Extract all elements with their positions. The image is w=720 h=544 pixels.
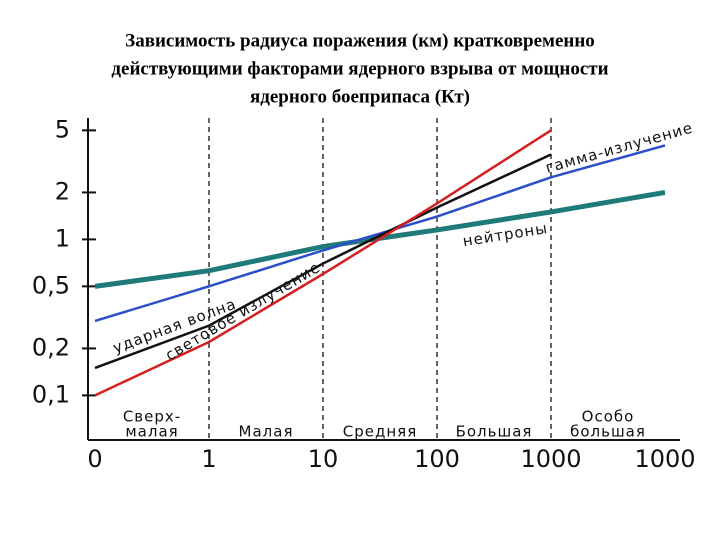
x-tick-label: 1000 <box>520 445 581 473</box>
band-label: Особо <box>582 408 635 426</box>
series-line <box>94 129 552 397</box>
x-tick-label: 1000 <box>634 445 695 473</box>
band-label: малая <box>125 423 178 441</box>
band-label: большая <box>570 423 646 441</box>
x-tick-label: 10 <box>308 445 339 473</box>
y-tick-label: 0,2 <box>32 333 70 361</box>
y-tick-label: 1 <box>55 224 70 252</box>
line-label: гамма-излучение <box>543 119 695 177</box>
y-tick-label: 0,1 <box>32 380 70 408</box>
y-tick-label: 0,5 <box>32 271 70 299</box>
y-tick-label: 5 <box>55 115 70 143</box>
x-tick-label: 0 <box>87 445 102 473</box>
x-tick-label: 1 <box>201 445 216 473</box>
chart-title: действующими факторами ядерного взрыва о… <box>111 58 608 79</box>
band-label: Большая <box>456 423 533 441</box>
band-label: Сверх- <box>123 408 181 426</box>
band-label: Малая <box>239 423 294 441</box>
chart-title: ядерного боеприпаса (Кт) <box>250 86 470 107</box>
chart-title: Зависимость радиуса поражения (км) кратк… <box>125 30 595 51</box>
band-label: Средняя <box>343 423 417 441</box>
series-line <box>94 144 666 323</box>
series-line <box>94 153 552 370</box>
y-tick-label: 2 <box>55 177 70 205</box>
x-tick-label: 100 <box>414 445 460 473</box>
